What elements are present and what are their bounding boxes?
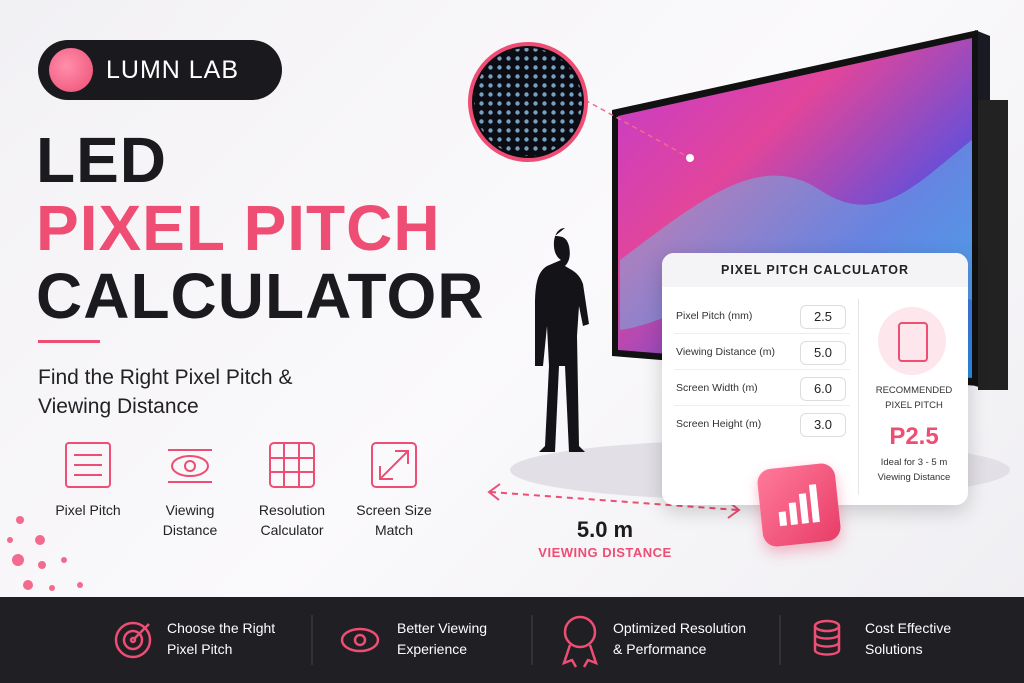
benefit-label: Optimized Resolution <box>613 620 747 636</box>
logo-pill: LUMN LAB <box>38 40 282 100</box>
zoom-line <box>584 99 691 159</box>
distance-value: 5.0 m <box>576 517 634 542</box>
calculator-card: PIXEL PITCH CALCULATOR RECOMMENDED PIXEL… <box>662 253 968 505</box>
benefit-label: Choose the Right <box>167 620 276 636</box>
brand: LUMN LAB <box>106 56 240 84</box>
benefit-label: & Performance <box>613 641 707 657</box>
headline: LED <box>36 124 167 196</box>
headline: PIXEL PITCH <box>36 192 441 264</box>
icon-bar <box>798 493 809 524</box>
feature-label: Match <box>374 522 414 538</box>
benefit-label: Pixel Pitch <box>167 641 233 657</box>
zoom-point <box>686 154 694 162</box>
field-value: 3.0 <box>800 413 846 437</box>
benefit-label: Experience <box>397 641 468 657</box>
subtitle: Viewing Distance <box>38 395 199 418</box>
field-value: 6.0 <box>800 377 846 401</box>
result-value: P2.5 <box>889 423 939 450</box>
result-label: RECOMMENDED <box>875 385 953 396</box>
result-note: Viewing Distance <box>877 472 951 483</box>
field-label: Screen Width (m) <box>676 382 758 394</box>
card-divider <box>858 299 859 495</box>
headline: CALCULATOR <box>36 260 485 332</box>
dividers <box>311 615 781 665</box>
feature-label: Calculator <box>260 522 324 538</box>
wall-stand <box>978 100 1008 390</box>
chart-icon <box>756 462 842 548</box>
icon-bar <box>778 511 788 527</box>
field-label: Pixel Pitch (mm) <box>676 310 753 322</box>
field-label: Screen Height (m) <box>676 418 762 430</box>
feature-icons <box>65 442 417 488</box>
field-label: Viewing Distance (m) <box>676 346 776 358</box>
led-zoom-dots <box>474 48 582 156</box>
feature-label: Viewing <box>165 502 215 518</box>
feature-label: Resolution <box>258 502 326 518</box>
result-note: Ideal for 3 - 5 m <box>880 457 948 468</box>
underline <box>38 340 100 343</box>
feature-label: Distance <box>162 522 218 538</box>
feature-label: Pixel Pitch <box>55 502 121 518</box>
benefit-label: Solutions <box>865 641 923 657</box>
field-divider <box>674 405 850 406</box>
subtitle: Find the Right Pixel Pitch & <box>38 366 293 389</box>
arrow-head <box>487 483 501 501</box>
person <box>535 228 589 452</box>
decor-dots <box>7 516 83 591</box>
feature-label: Screen Size <box>356 502 432 518</box>
distance-label: VIEWING DISTANCE <box>538 545 672 560</box>
distance-line <box>489 491 739 511</box>
result-label: PIXEL PITCH <box>885 400 943 411</box>
logo-mark <box>49 48 93 92</box>
field-value: 2.5 <box>800 305 846 329</box>
calc-icon <box>898 322 928 362</box>
benefit-label: Cost Effective <box>865 620 952 636</box>
benefit-label: Better Viewing <box>397 620 488 636</box>
benefit-icons <box>114 615 841 668</box>
calc-icon-bg <box>878 307 946 375</box>
icon-bar <box>808 484 820 523</box>
icon-bar <box>788 502 799 525</box>
bottom-bar <box>0 597 1024 683</box>
field-divider <box>674 333 850 334</box>
field-value: 5.0 <box>800 341 846 365</box>
field-divider <box>674 369 850 370</box>
card-title: PIXEL PITCH CALCULATOR <box>662 253 968 287</box>
